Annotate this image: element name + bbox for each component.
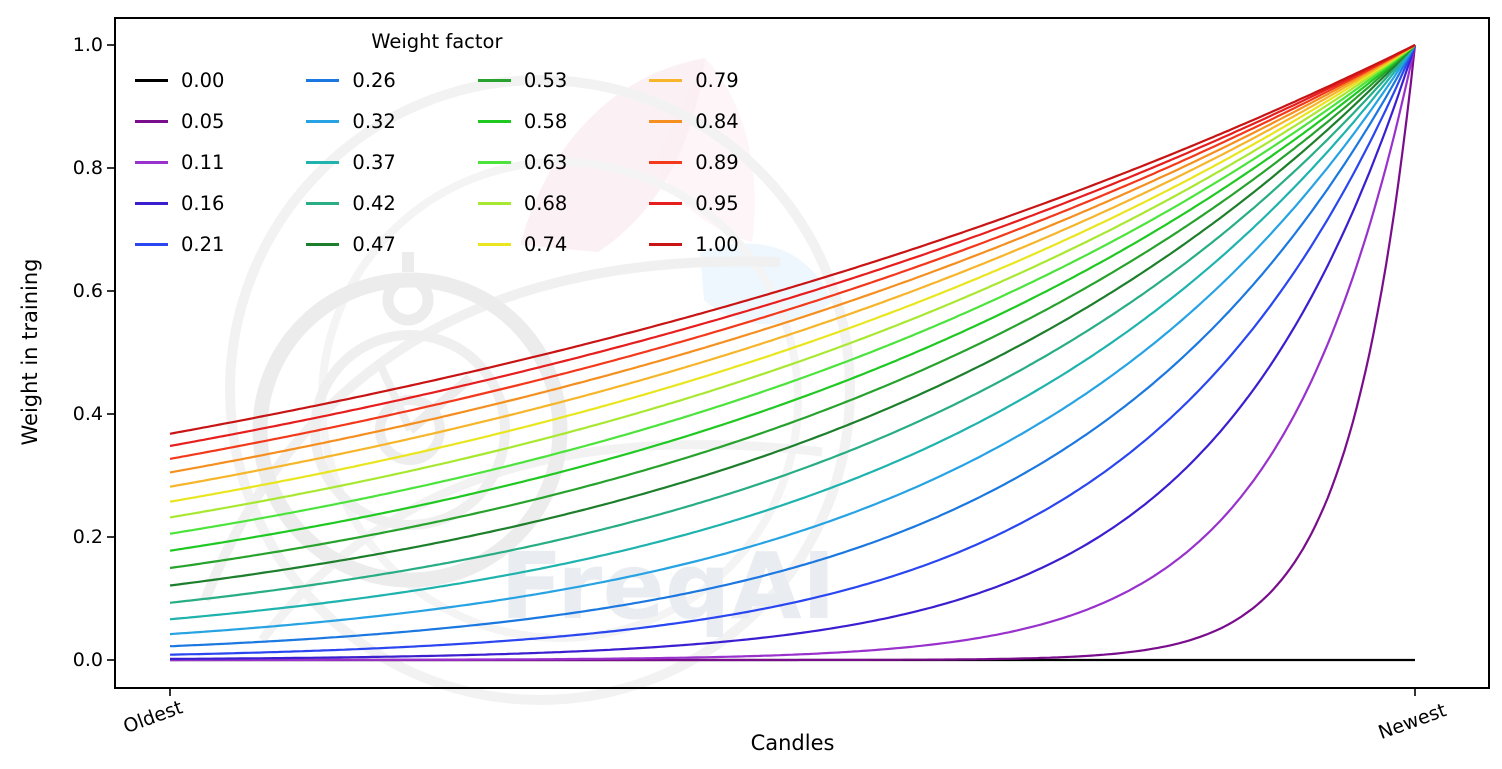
legend-label: 0.74 (523, 232, 568, 256)
series-line-0.16 (170, 44, 1417, 660)
legend-grid: 0.00 0.05 0.11 0.16 0.21 0.26 0.32 0.37 0.42 0.47… (135, 65, 739, 259)
legend-line-sample (135, 160, 168, 164)
legend-line-sample (306, 78, 340, 82)
legend-line-sample (477, 242, 511, 246)
legend-line-sample (649, 119, 683, 123)
series-line-0.84 (169, 44, 1416, 474)
y-axis-label: Weight in training (18, 258, 42, 446)
y-tick-label: 0.4 (72, 403, 103, 425)
y-tick-label: 0.8 (72, 157, 103, 179)
watermark-ring (225, 75, 855, 705)
legend-line-sample (306, 201, 340, 205)
legend-entry: 0.37 (306, 147, 396, 177)
legend-label: 0.11 (181, 150, 225, 174)
series-line-0.68 (169, 44, 1416, 519)
legend-line-sample (477, 119, 511, 123)
legend-label: 0.95 (695, 191, 739, 215)
legend-label: 0.58 (523, 109, 568, 133)
legend-line-sample (135, 78, 168, 82)
legend-label: 0.26 (352, 68, 396, 92)
series-line-0.32 (169, 44, 1416, 636)
series-line-0.42 (169, 44, 1416, 604)
y-tick-label: 0.6 (72, 280, 103, 302)
legend-entry: 0.05 (135, 106, 224, 136)
legend-label: 0.47 (352, 232, 396, 256)
legend-label: 0.42 (352, 191, 396, 215)
legend-label: 0.89 (695, 150, 739, 174)
freqai-watermark-text: FreqAI (500, 533, 836, 640)
legend-line-sample (306, 119, 340, 123)
legend-label: 0.63 (523, 150, 568, 174)
legend-label: 0.79 (695, 68, 739, 92)
legend: Weight factor 0.00 0.05 0.11 0.16 0.21 0.26 0.… (135, 30, 739, 259)
legend-entry: 0.47 (306, 229, 396, 259)
legend-label: 0.16 (181, 191, 225, 215)
series-line-0.47 (169, 44, 1416, 587)
legend-line-sample (135, 201, 168, 205)
legend-entry: 0.89 (649, 147, 739, 177)
series-line-0.79 (169, 44, 1416, 488)
watermark-clock-hand (374, 358, 414, 432)
legend-title: Weight factor (371, 30, 503, 53)
series-line-0.37 (169, 44, 1416, 621)
legend-entry: 0.32 (306, 106, 396, 136)
y-tick-label: 0.2 (72, 526, 103, 548)
legend-label: 0.84 (695, 109, 739, 133)
legend-entry: 0.16 (135, 188, 224, 218)
series-line-0.11 (170, 44, 1417, 662)
legend-line-sample (477, 78, 511, 82)
legend-line-sample (135, 242, 168, 246)
legend-entry: 0.42 (306, 188, 396, 218)
legend-line-sample (306, 160, 340, 164)
legend-label: 0.32 (352, 109, 396, 133)
legend-label: 1.00 (695, 232, 739, 256)
legend-entry: 0.58 (477, 106, 568, 136)
legend-entry: 0.79 (649, 65, 739, 95)
legend-entry: 0.21 (135, 229, 224, 259)
series-line-0.89 (169, 44, 1416, 460)
y-tick-label: 0.0 (72, 649, 103, 671)
legend-entry: 0.11 (135, 147, 224, 177)
series-line-1.00 (169, 44, 1416, 435)
legend-entry: 0.84 (649, 106, 739, 136)
legend-line-sample (135, 119, 168, 123)
axes-box (114, 17, 1490, 689)
legend-line-sample (477, 160, 511, 164)
legend-line-sample (649, 242, 683, 246)
legend-line-sample (649, 160, 683, 164)
legend-entry: 0.00 (135, 65, 224, 95)
legend-entry: 1.00 (649, 229, 739, 259)
legend-entry: 0.26 (306, 65, 396, 95)
legend-label: 0.53 (523, 68, 568, 92)
series-line-0.74 (169, 44, 1416, 503)
legend-line-sample (649, 78, 683, 82)
legend-label: 0.05 (181, 109, 225, 133)
legend-entry: 0.74 (477, 229, 568, 259)
legend-line-sample (649, 201, 683, 205)
series-line-0.53 (169, 44, 1416, 570)
y-tick-label: 1.0 (72, 34, 103, 56)
legend-entry: 0.68 (477, 188, 568, 218)
legend-entry: 0.53 (477, 65, 568, 95)
legend-entry: 0.63 (477, 147, 568, 177)
series-line-0.58 (169, 44, 1416, 552)
legend-line-sample (306, 242, 340, 246)
legend-label: 0.21 (181, 232, 225, 256)
series-line-0.26 (169, 44, 1416, 648)
legend-entry: 0.95 (649, 188, 739, 218)
watermark-stopwatch-crown (382, 274, 434, 326)
legend-label: 0.68 (523, 191, 568, 215)
series-line-0.21 (169, 44, 1417, 656)
legend-label: 0.37 (352, 150, 396, 174)
legend-label: 0.00 (181, 68, 225, 92)
series-line-0.95 (169, 44, 1416, 448)
legend-line-sample (477, 201, 511, 205)
series-line-0.63 (169, 44, 1416, 535)
x-axis-label: Candles (750, 731, 835, 755)
